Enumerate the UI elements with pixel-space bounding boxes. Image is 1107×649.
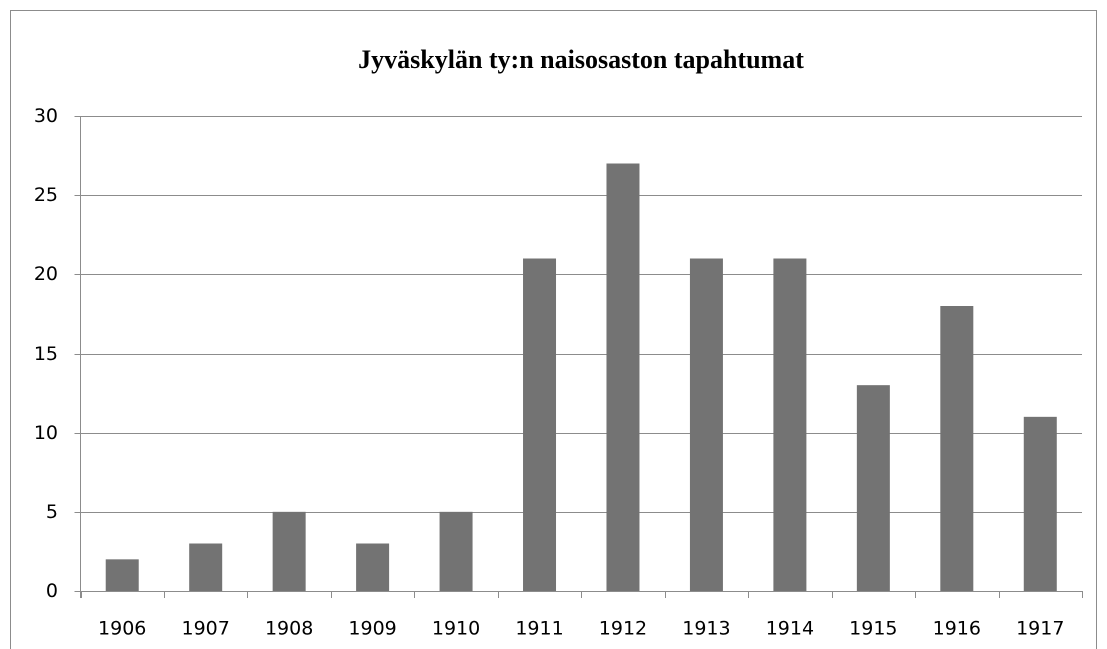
chart-border [10,10,1097,649]
y-tick-label: 20 [34,263,58,285]
bar [689,258,723,591]
x-tick-label: 1917 [1016,618,1064,640]
x-tick-label: 1910 [432,618,480,640]
bar [773,258,807,591]
x-tick-label: 1915 [849,618,897,640]
x-tick-label: 1912 [599,618,647,640]
y-tick-label: 10 [34,422,58,444]
x-tick-label: 1906 [98,618,146,640]
x-tick-label: 1909 [348,618,396,640]
bar [606,163,640,591]
x-tick-label: 1908 [265,618,313,640]
bar [856,385,890,591]
bar [356,543,390,591]
bar [105,559,139,591]
y-tick-label: 30 [34,105,58,127]
bar [272,511,306,591]
bar [189,543,223,591]
x-tick-label: 1914 [766,618,814,640]
y-tick-label: 0 [46,580,58,602]
x-tick-label: 1907 [182,618,230,640]
y-tick-label: 15 [34,343,58,365]
chart-title: Jyväskylän ty:n naisosaston tapahtumat [358,45,804,74]
bar [439,511,473,591]
x-tick-label: 1913 [682,618,730,640]
bar [940,306,974,591]
y-tick-label: 5 [46,501,58,523]
y-tick-label: 25 [34,184,58,206]
x-tick-label: 1916 [933,618,981,640]
x-tick-label: 1911 [515,618,563,640]
bar [1023,416,1057,591]
bar [523,258,557,591]
